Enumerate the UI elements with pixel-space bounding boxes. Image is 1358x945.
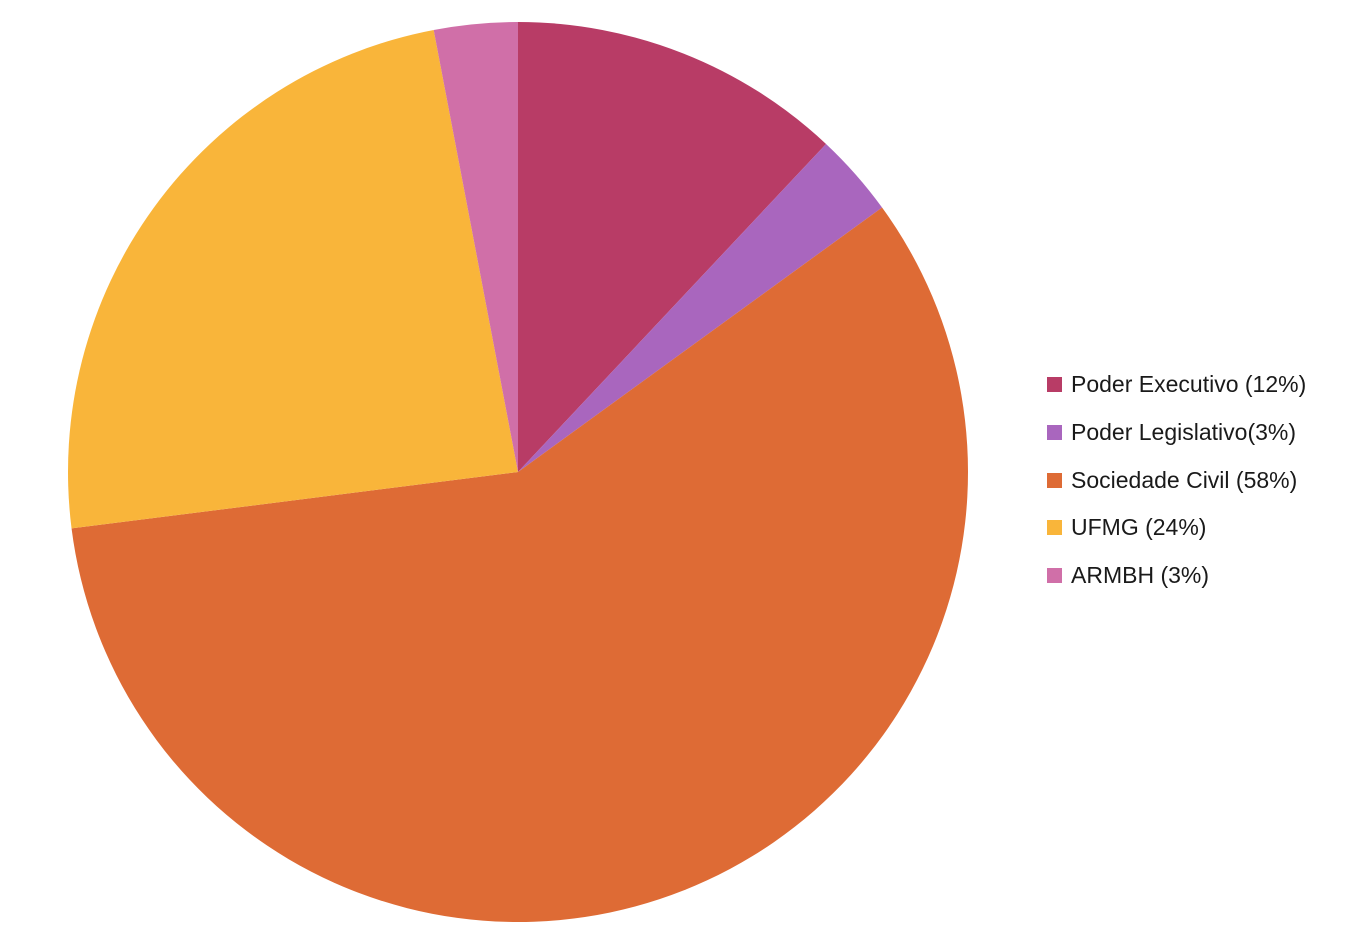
pie-slice-3 <box>67 29 518 529</box>
legend-item: Poder Legislativo(3%) <box>1047 409 1306 457</box>
legend-label: ARMBH (3%) <box>1071 562 1210 589</box>
legend-item: ARMBH (3%) <box>1047 552 1306 600</box>
legend-item: UFMG (24%) <box>1047 504 1306 552</box>
legend: Poder Executivo (12%) Poder Legislativo(3… <box>1047 361 1306 599</box>
legend-label: Poder Executivo (12%) <box>1071 371 1307 398</box>
pie-slice-4 <box>433 22 518 472</box>
legend-swatch <box>1047 568 1062 584</box>
legend-swatch <box>1047 472 1062 488</box>
legend-swatch <box>1047 377 1062 393</box>
legend-item: Poder Executivo (12%) <box>1047 361 1306 409</box>
legend-label: Sociedade Civil (58%) <box>1071 466 1298 493</box>
legend-label: Poder Legislativo(3%) <box>1071 419 1297 446</box>
pie-slice-2 <box>71 207 968 923</box>
legend-swatch <box>1047 425 1062 441</box>
legend-swatch <box>1047 520 1062 536</box>
legend-item: Sociedade Civil (58%) <box>1047 456 1306 504</box>
pie-slice-0 <box>518 22 827 472</box>
legend-label: UFMG (24%) <box>1071 514 1207 541</box>
pie-slice-1 <box>518 143 883 472</box>
